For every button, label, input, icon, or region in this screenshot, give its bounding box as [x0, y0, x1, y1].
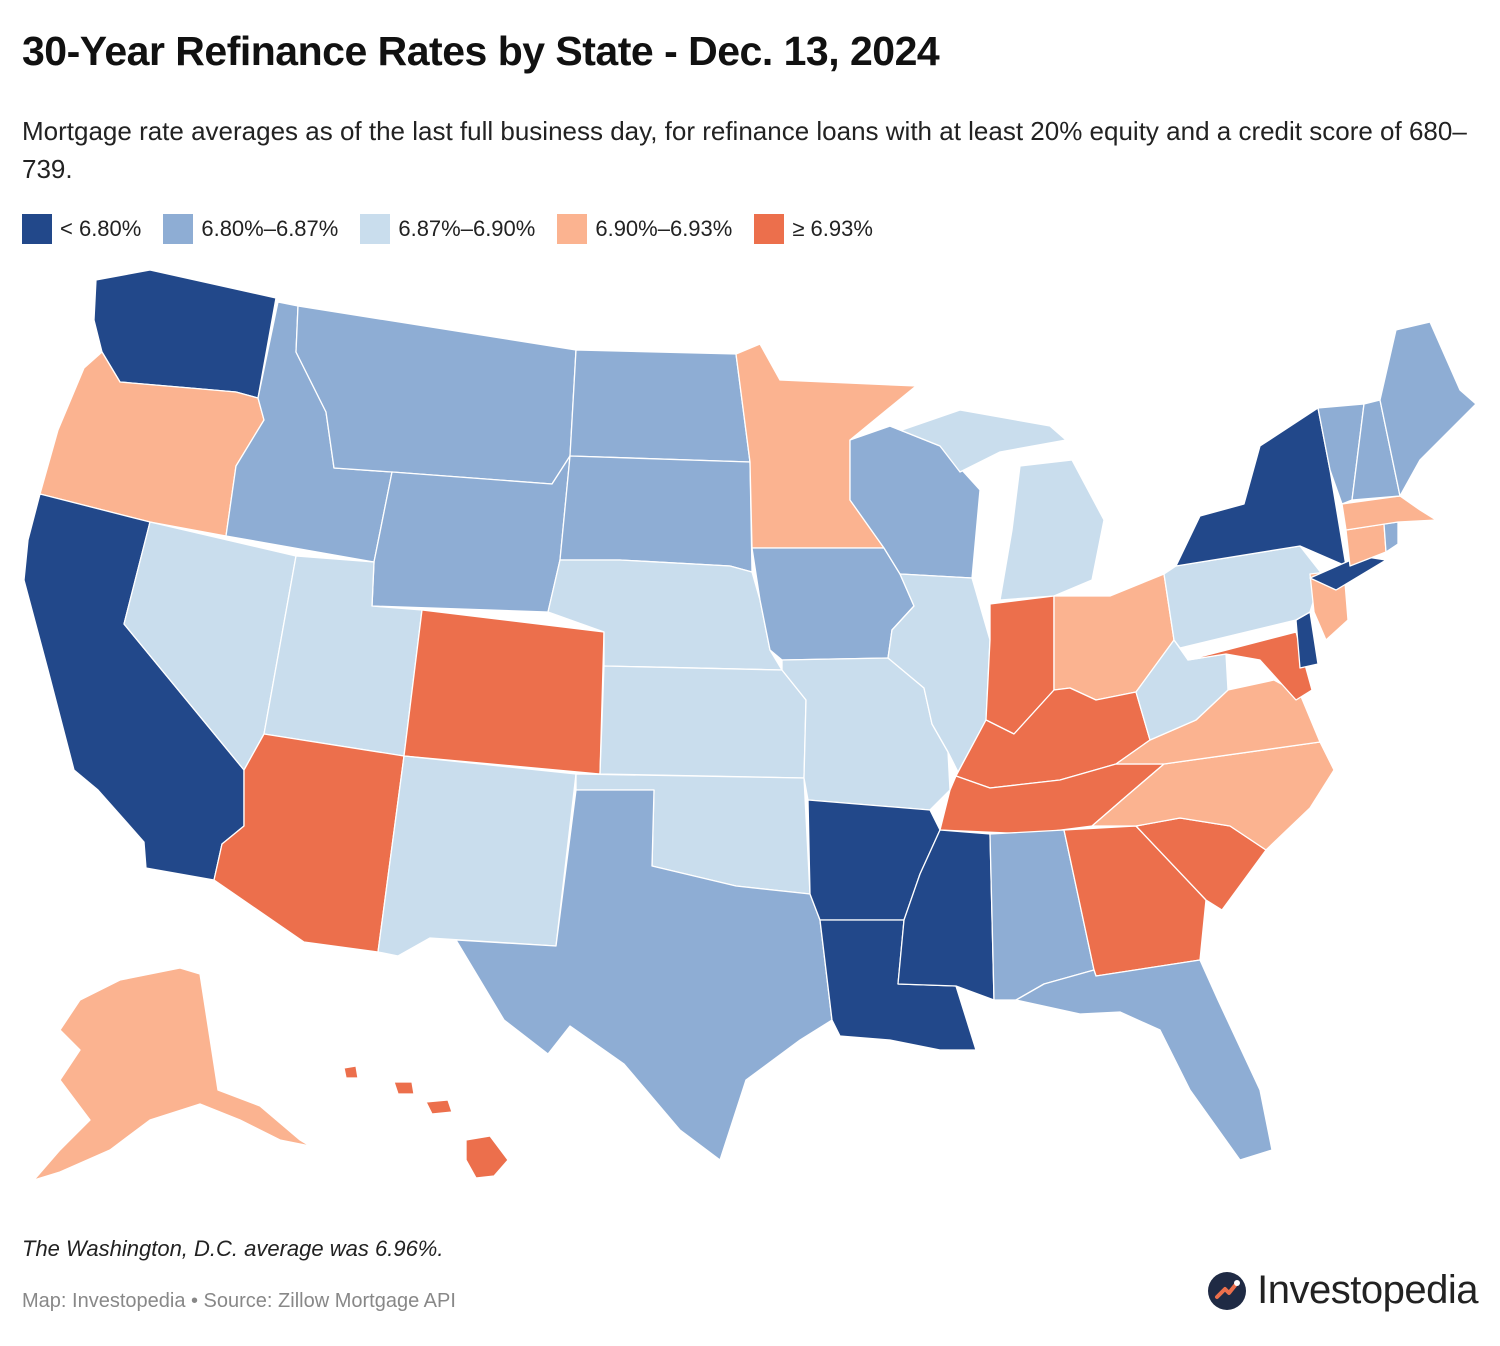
state-DE	[1295, 611, 1319, 669]
state-HI-oahu	[393, 1081, 415, 1095]
legend-swatch	[163, 214, 194, 244]
footnote: The Washington, D.C. average was 6.96%.	[22, 1236, 444, 1261]
legend-swatch	[360, 214, 391, 244]
legend-swatch	[22, 214, 52, 244]
legend-item: 6.90%–6.93%	[557, 214, 732, 244]
state-HI	[465, 1135, 509, 1179]
state-IL	[887, 573, 991, 773]
state-VT	[1317, 403, 1365, 505]
state-NM	[377, 755, 577, 957]
state-ME	[1379, 321, 1477, 497]
state-TX	[455, 789, 833, 1161]
legend-item: 6.80%–6.87%	[163, 214, 338, 244]
legend-swatch	[557, 214, 588, 244]
state-CO	[403, 609, 605, 775]
state-MD	[1187, 631, 1313, 701]
state-AK	[33, 967, 311, 1181]
legend-label: < 6.80%	[60, 216, 142, 241]
legend-item: 6.87%–6.90%	[360, 214, 535, 244]
legend-swatch	[754, 214, 785, 244]
state-FL	[1015, 959, 1273, 1161]
page-title: 30-Year Refinance Rates by State - Dec. …	[22, 28, 940, 74]
state-NC	[1091, 741, 1335, 851]
state-NY-li	[1309, 555, 1387, 591]
source-credit: Map: Investopedia • Source: Zillow Mortg…	[22, 1290, 456, 1312]
legend-label: 6.80%–6.87%	[201, 216, 339, 241]
legend-label: 6.87%–6.90%	[398, 216, 536, 241]
state-HI-maui	[425, 1099, 453, 1115]
state-HI-kauai	[343, 1065, 359, 1079]
legend: < 6.80% 6.80%–6.87% 6.87%–6.90% 6.90%–6.…	[22, 214, 895, 244]
state-NY	[1175, 407, 1347, 567]
state-RI	[1383, 521, 1399, 553]
state-MI	[999, 459, 1105, 601]
state-ND	[569, 349, 751, 463]
investopedia-logo-icon	[1208, 1271, 1247, 1310]
legend-label: ≥ 6.93%	[792, 216, 873, 241]
state-WA	[93, 269, 277, 399]
legend-item: ≥ 6.93%	[754, 214, 873, 244]
state-MT	[295, 305, 577, 485]
legend-item: < 6.80%	[22, 214, 141, 244]
state-SD	[559, 455, 753, 573]
page-subtitle: Mortgage rate averages as of the last fu…	[22, 116, 1467, 184]
state-MI-up	[889, 409, 1067, 473]
legend-label: 6.90%–6.93%	[595, 216, 733, 241]
brand-logo: Investopedia	[1207, 1268, 1478, 1313]
state-KS	[599, 665, 807, 779]
brand-name: Investopedia	[1257, 1268, 1478, 1312]
